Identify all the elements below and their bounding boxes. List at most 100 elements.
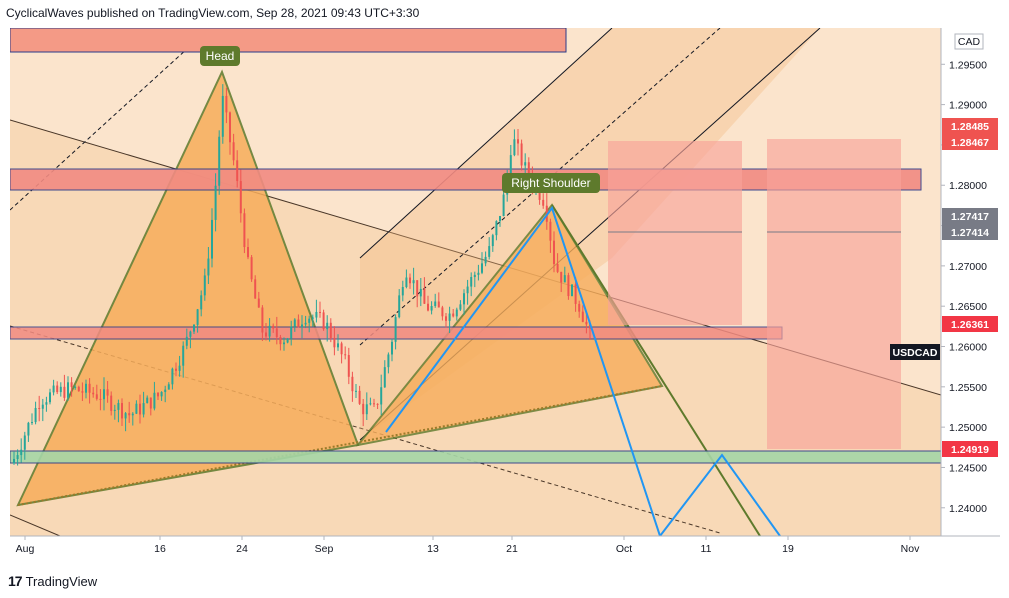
candle-body <box>308 318 311 323</box>
candle <box>502 190 505 217</box>
candle <box>355 384 357 398</box>
candle-body <box>574 284 577 304</box>
candle-body <box>110 395 113 411</box>
candle <box>236 150 239 188</box>
price-tag-bg <box>942 208 998 224</box>
candle <box>275 316 278 345</box>
candle <box>560 271 563 292</box>
candle-body <box>38 407 41 409</box>
candle <box>301 315 303 339</box>
price-tag-label: 1.28467 <box>951 137 989 149</box>
projection-path-2 <box>659 453 781 536</box>
price-tag: 1.24919 <box>942 441 998 457</box>
candle <box>74 385 77 390</box>
candle <box>70 377 73 397</box>
price-tag-label: 1.24919 <box>951 444 989 456</box>
candle-body <box>171 368 174 385</box>
candle-body <box>20 449 23 456</box>
candle <box>373 398 375 408</box>
candle <box>31 413 33 425</box>
time-tick-label: 19 <box>782 543 794 555</box>
candle <box>567 272 570 300</box>
candle <box>124 411 127 432</box>
candle <box>347 347 350 385</box>
candle <box>279 334 282 351</box>
tradingview-footer[interactable]: 17 TradingView <box>8 573 97 589</box>
candle-body <box>520 143 523 166</box>
candle <box>59 382 62 397</box>
candle-body <box>455 309 458 317</box>
candle <box>520 139 523 171</box>
candle <box>20 438 23 463</box>
candle <box>581 305 584 323</box>
price-tick-label: 1.24500 <box>949 462 987 474</box>
candle <box>391 338 393 362</box>
candle-body <box>16 455 19 459</box>
candle-body <box>243 213 246 248</box>
candle <box>239 169 242 223</box>
candle <box>365 392 368 421</box>
candle-body <box>337 343 339 348</box>
candle <box>542 193 545 209</box>
right-shoulder-label-text: Right Shoulder <box>511 176 590 190</box>
candle <box>182 341 185 378</box>
candle-body <box>261 307 264 333</box>
candle-body <box>268 325 271 337</box>
candle <box>340 341 343 364</box>
candle-body <box>473 274 476 278</box>
candle-body <box>157 392 159 397</box>
candle-body <box>239 181 242 214</box>
price-tick-label: 1.28000 <box>949 180 987 192</box>
currency-badge: CAD <box>954 33 984 50</box>
candle-body <box>95 394 98 399</box>
candle-body <box>419 288 422 297</box>
candle-body <box>347 355 350 377</box>
candle <box>488 237 491 260</box>
price-tag-bg <box>942 118 998 134</box>
candle-body <box>499 215 501 222</box>
candle-body <box>49 392 51 403</box>
candle <box>243 208 246 254</box>
candle <box>185 328 188 350</box>
candle <box>513 129 516 157</box>
candle <box>113 404 116 420</box>
price-tag: 1.27417 <box>942 208 998 224</box>
candle-body <box>441 307 444 317</box>
candle-body <box>297 319 300 328</box>
candle-body <box>77 386 80 392</box>
candle <box>56 381 59 395</box>
candle <box>434 293 437 308</box>
descending-channel-lower <box>10 325 721 534</box>
candle-body <box>340 343 343 355</box>
candle-body <box>355 390 357 392</box>
candle <box>383 360 386 388</box>
candle <box>308 315 311 333</box>
candle <box>459 300 462 311</box>
candle-body <box>185 336 188 346</box>
candle-body <box>99 398 102 400</box>
candle <box>517 128 519 156</box>
right-shoulder-triangle <box>355 203 664 447</box>
time-axis[interactable]: Aug 16 24 Sep 13 21 Oct 11 19 Nov <box>16 536 920 555</box>
candle <box>99 388 102 411</box>
candle-body <box>509 155 512 176</box>
candle-body <box>567 275 570 297</box>
candle <box>362 398 365 427</box>
rising-channel-upper <box>359 28 613 259</box>
candle <box>416 280 419 308</box>
candle-body <box>34 407 37 423</box>
publisher-header: CyclicalWaves published on TradingView.c… <box>6 6 420 20</box>
candle <box>77 385 80 392</box>
candle <box>45 396 48 412</box>
candle <box>171 367 174 390</box>
candle <box>268 318 271 342</box>
candle <box>369 397 372 406</box>
candle-body <box>52 385 55 393</box>
candle-body <box>477 272 480 275</box>
candle-body <box>13 458 15 464</box>
price-tick-label: 1.25500 <box>949 382 987 394</box>
candle <box>491 233 494 252</box>
candle <box>297 314 300 328</box>
projection-box-1 <box>608 141 742 325</box>
